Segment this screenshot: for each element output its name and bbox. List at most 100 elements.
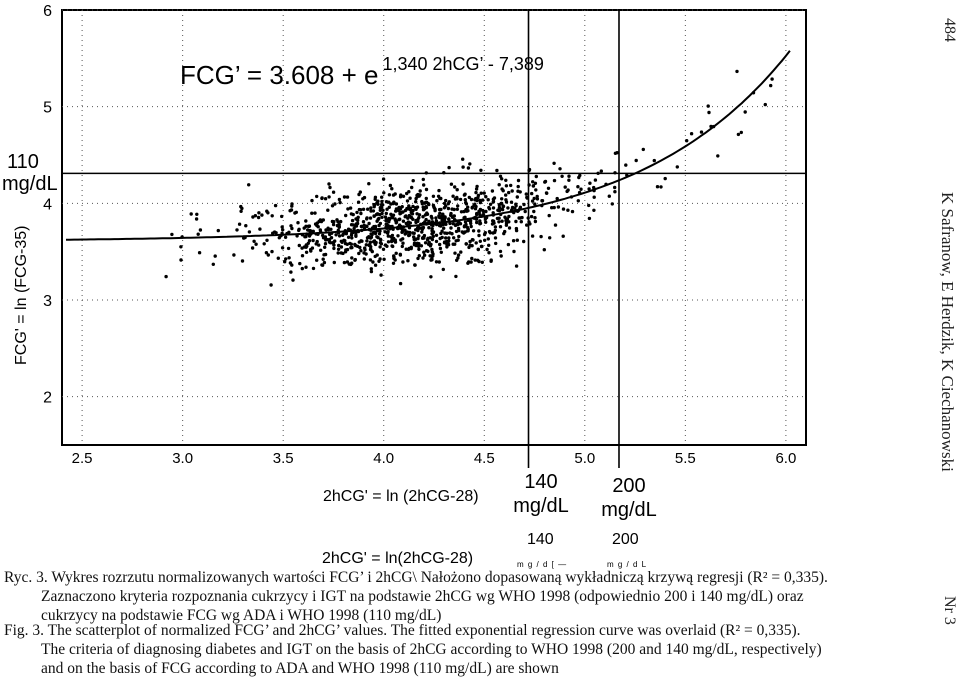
data-point bbox=[373, 254, 377, 259]
data-point bbox=[254, 242, 258, 246]
data-point bbox=[322, 260, 327, 265]
data-point bbox=[411, 217, 415, 221]
data-point bbox=[256, 215, 261, 220]
data-point bbox=[468, 239, 472, 244]
data-point bbox=[304, 234, 308, 239]
data-point bbox=[250, 246, 255, 250]
data-point bbox=[332, 260, 336, 265]
data-point bbox=[403, 215, 407, 219]
data-point bbox=[457, 234, 461, 239]
data-point bbox=[430, 247, 434, 252]
data-point bbox=[382, 191, 386, 195]
data-point bbox=[264, 251, 269, 255]
data-point bbox=[379, 273, 383, 277]
data-point bbox=[239, 209, 243, 213]
vline-140-unit: mg/dL bbox=[513, 495, 569, 517]
data-point bbox=[469, 197, 474, 202]
data-point bbox=[366, 207, 370, 211]
data-point bbox=[462, 224, 467, 228]
data-point bbox=[321, 233, 325, 238]
data-point bbox=[440, 214, 444, 218]
data-point bbox=[364, 252, 368, 256]
data-point bbox=[355, 210, 359, 215]
data-point bbox=[401, 219, 406, 223]
data-point bbox=[510, 189, 514, 193]
data-point bbox=[490, 222, 495, 226]
data-point bbox=[372, 214, 376, 218]
data-point bbox=[369, 235, 374, 239]
data-point bbox=[414, 196, 418, 201]
data-point bbox=[364, 243, 368, 247]
data-point bbox=[566, 208, 570, 212]
data-point bbox=[443, 231, 447, 235]
data-point bbox=[328, 185, 332, 190]
data-point bbox=[487, 207, 492, 211]
data-point bbox=[345, 242, 349, 246]
data-point bbox=[371, 240, 376, 244]
data-point bbox=[465, 225, 470, 230]
data-point bbox=[331, 190, 336, 194]
data-point bbox=[346, 235, 351, 239]
data-point bbox=[470, 244, 474, 248]
caption-en-line-1: Fig. 3. The scatterplot of normalized FC… bbox=[4, 622, 801, 639]
data-point bbox=[407, 213, 412, 218]
data-point bbox=[356, 200, 361, 204]
data-point bbox=[253, 214, 258, 218]
data-point bbox=[354, 234, 358, 238]
data-point bbox=[431, 234, 435, 239]
data-point bbox=[384, 211, 388, 216]
ghost-value-140: 140 bbox=[527, 531, 554, 548]
data-point bbox=[422, 236, 426, 240]
data-point bbox=[431, 194, 436, 198]
data-point bbox=[331, 222, 336, 227]
data-point bbox=[244, 224, 248, 228]
caption-en-line-2: The criteria of diagnosing diabetes and … bbox=[41, 641, 822, 658]
data-point bbox=[493, 236, 498, 240]
data-point bbox=[361, 207, 366, 211]
data-point bbox=[350, 256, 354, 260]
data-point bbox=[272, 230, 277, 234]
data-point bbox=[383, 243, 388, 247]
data-point bbox=[332, 246, 336, 251]
data-point bbox=[273, 203, 278, 208]
data-point bbox=[652, 158, 656, 163]
data-point bbox=[535, 194, 539, 199]
data-point bbox=[444, 198, 448, 203]
ghost-x-label: 2hCG' = ln(2hCG-28) bbox=[322, 550, 474, 567]
data-point bbox=[283, 260, 287, 264]
data-point bbox=[429, 258, 433, 262]
data-point bbox=[447, 236, 451, 240]
data-point bbox=[197, 251, 202, 255]
data-point bbox=[484, 220, 488, 224]
data-point bbox=[560, 174, 564, 178]
x-axis-label: 2hCG' = ln (2hCG-28) bbox=[323, 488, 479, 505]
data-point bbox=[284, 257, 288, 261]
data-point bbox=[570, 209, 575, 214]
data-point bbox=[339, 245, 344, 249]
data-point bbox=[287, 256, 291, 260]
data-point bbox=[426, 236, 430, 240]
data-point bbox=[425, 200, 429, 204]
data-point bbox=[398, 281, 403, 286]
data-point bbox=[385, 207, 389, 211]
data-point bbox=[363, 246, 367, 250]
data-point bbox=[408, 230, 412, 235]
data-point bbox=[487, 251, 491, 255]
data-point bbox=[476, 193, 481, 198]
data-point bbox=[290, 226, 294, 231]
data-point bbox=[415, 212, 419, 216]
data-point bbox=[349, 262, 353, 267]
data-point bbox=[393, 240, 398, 244]
data-point bbox=[497, 205, 502, 210]
data-point bbox=[426, 249, 430, 253]
data-point bbox=[429, 275, 433, 279]
data-point bbox=[235, 228, 239, 232]
data-point bbox=[486, 198, 490, 202]
data-point bbox=[478, 239, 482, 243]
data-point bbox=[329, 227, 333, 231]
data-point bbox=[546, 186, 551, 190]
data-point bbox=[478, 213, 482, 217]
data-point bbox=[406, 216, 410, 220]
data-point bbox=[413, 263, 417, 267]
data-point bbox=[588, 181, 592, 185]
